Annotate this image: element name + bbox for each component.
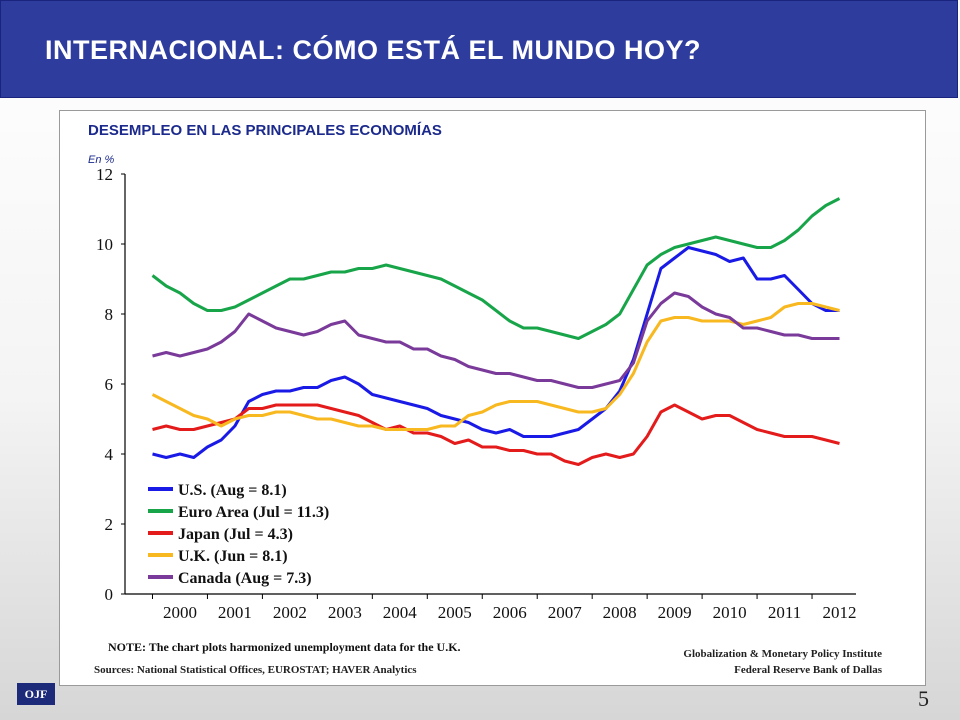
legend-label-1: Euro Area (Jul = 11.3): [178, 504, 329, 521]
slide-title: INTERNACIONAL: CÓMO ESTÁ EL MUNDO HOY?: [45, 35, 701, 65]
chart-sources: Sources: National Statistical Offices, E…: [94, 664, 417, 676]
series-line-4: [152, 291, 840, 389]
x-tick-label: 2002: [273, 603, 307, 622]
unit-label: En %: [88, 154, 115, 166]
legend-label-2: Japan (Jul = 4.3): [178, 526, 293, 543]
legend-label-4: Canada (Aug = 7.3): [178, 570, 312, 587]
x-tick-label: 2010: [713, 603, 747, 622]
y-tick-label: 6: [105, 375, 114, 394]
series-line-3: [151, 302, 840, 431]
legend-label-0: U.S. (Aug = 8.1): [178, 482, 287, 499]
series-line-0: [152, 246, 840, 459]
y-tick-label: 4: [105, 445, 114, 464]
credit-line-2: Federal Reserve Bank of Dallas: [734, 664, 883, 676]
y-tick-label: 8: [105, 305, 114, 324]
chart-title: DESEMPLEO EN LAS PRINCIPALES ECONOMÍAS: [88, 122, 442, 139]
x-tick-label: 2007: [548, 603, 583, 622]
y-tick-label: 0: [105, 585, 114, 604]
x-tick-label: 2009: [658, 603, 692, 622]
y-tick-label: 2: [105, 515, 114, 534]
legend-label-3: U.K. (Jun = 8.1): [178, 548, 288, 565]
chart-note: NOTE: The chart plots harmonized unemplo…: [108, 640, 461, 654]
series-line-1: [151, 197, 841, 340]
series-lines: [151, 197, 841, 466]
x-tick-label: 2012: [823, 603, 857, 622]
axes: 0 2 4 6 8 10 12 2000 2001 2002 2003 2004 2005 2006 200…: [96, 165, 857, 622]
x-tick-label: 2011: [768, 603, 801, 622]
credit-line-1: Globalization & Monetary Policy Institut…: [683, 648, 882, 660]
ojf-logo: OJF: [17, 683, 55, 705]
x-tick-label: 2000: [163, 603, 197, 622]
legend: U.S. (Aug = 8.1) Euro Area (Jul = 11.3) Ja…: [148, 482, 329, 587]
x-tick-label: 2006: [493, 603, 527, 622]
x-tick-label: 2008: [603, 603, 637, 622]
x-tick-label: 2004: [383, 603, 418, 622]
unemployment-chart: DESEMPLEO EN LAS PRINCIPALES ECONOMÍAS E…: [88, 122, 883, 676]
x-tick-label: 2003: [328, 603, 362, 622]
x-tick-label: 2001: [218, 603, 252, 622]
chart-panel: DESEMPLEO EN LAS PRINCIPALES ECONOMÍAS E…: [59, 110, 926, 686]
header-banner: INTERNACIONAL: CÓMO ESTÁ EL MUNDO HOY?: [0, 0, 958, 98]
series-line-2: [152, 403, 840, 466]
page-number: 5: [918, 686, 929, 711]
x-tick-label: 2005: [438, 603, 472, 622]
y-tick-label: 12: [96, 165, 113, 184]
y-tick-label: 10: [96, 235, 113, 254]
